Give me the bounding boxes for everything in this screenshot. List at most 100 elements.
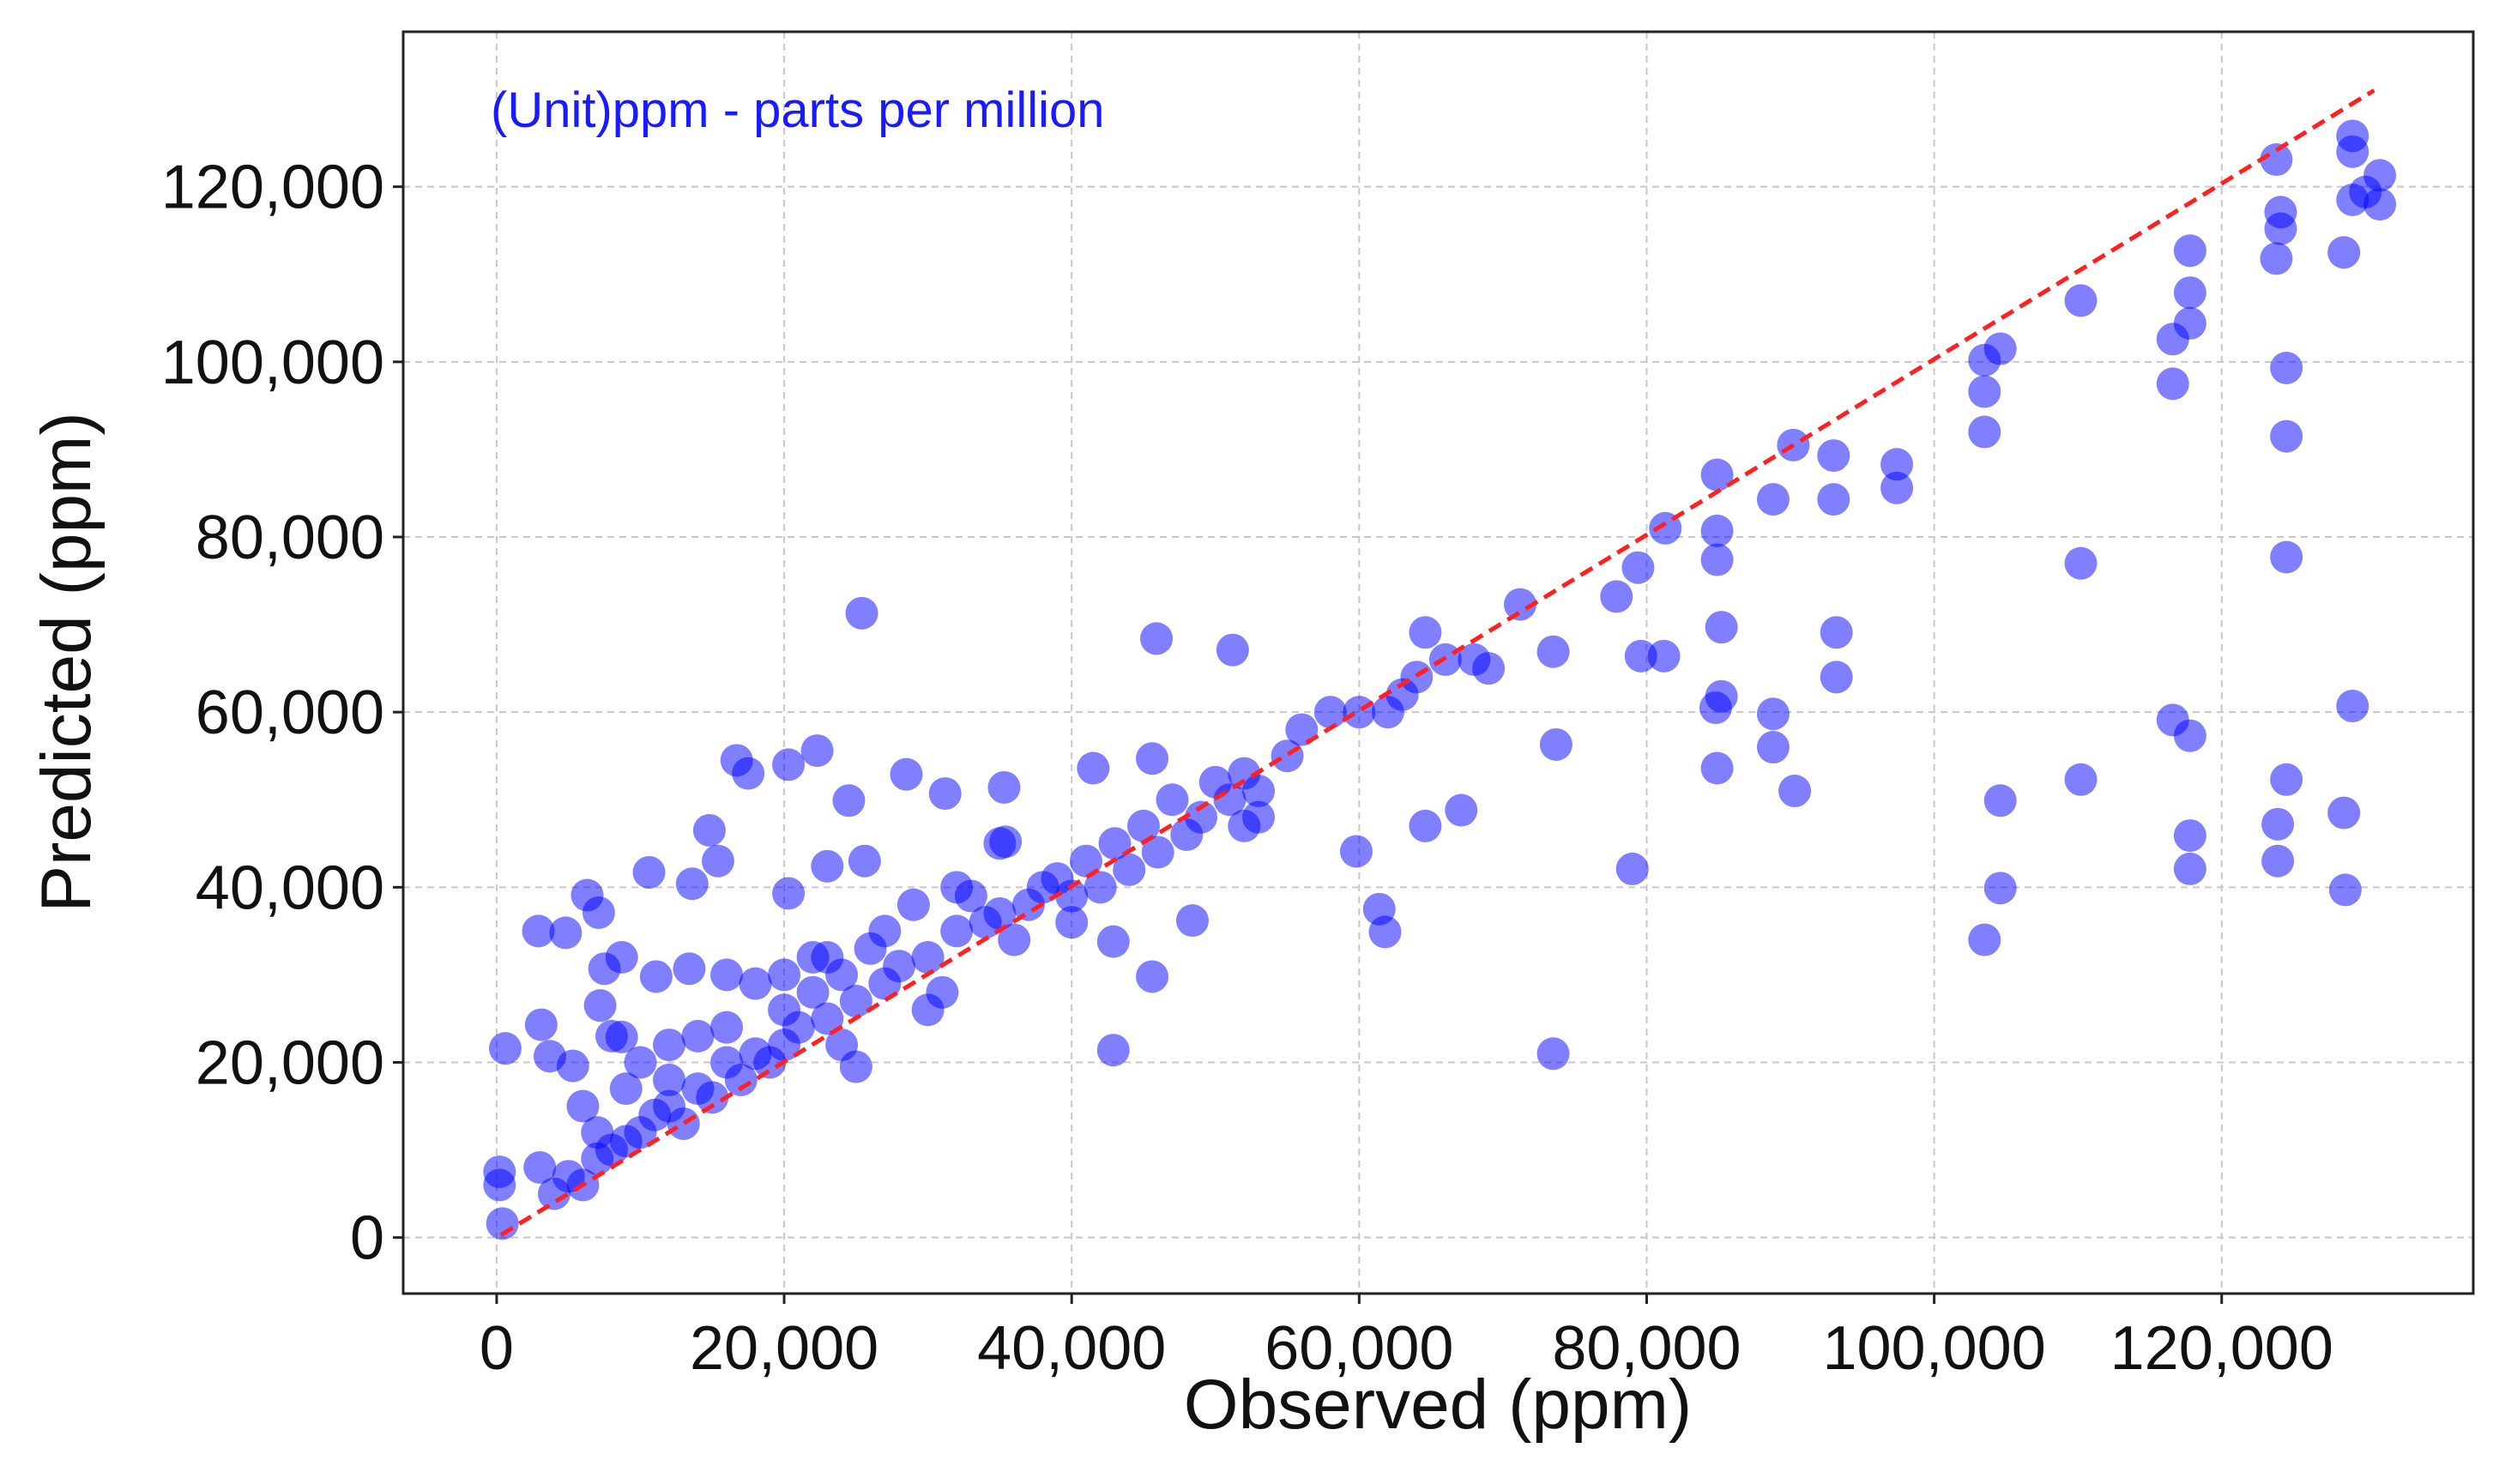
x-tick-label: 0 [480,1314,514,1383]
point [983,896,1017,930]
point [2173,234,2206,268]
point [2261,844,2295,878]
point [782,1010,815,1044]
point [605,941,638,974]
x-tick-label: 80,000 [1552,1314,1741,1383]
point [2260,242,2293,275]
point [2260,143,2293,177]
point [811,849,844,883]
point [1536,635,1570,668]
point [2270,351,2303,384]
point [1096,1034,1130,1067]
point [1213,783,1246,817]
point [928,777,962,811]
point [811,941,844,974]
point [2173,306,2206,340]
point [1343,696,1376,729]
point [1156,783,1189,817]
point [1817,483,1850,516]
point [1615,852,1649,885]
point [1136,960,1169,993]
point [1069,844,1102,878]
point [1880,448,1914,481]
x-tick-label: 40,000 [977,1314,1166,1383]
point [839,1050,872,1083]
point [2173,719,2206,752]
point [940,871,974,904]
point [2156,367,2189,401]
point [1185,800,1218,834]
point [523,1151,557,1185]
y-tick-label: 80,000 [196,504,384,572]
point [1820,661,1853,694]
point [772,748,806,781]
x-tick-label: 60,000 [1265,1314,1453,1383]
point [701,844,734,878]
point [2264,212,2297,245]
point [848,844,881,878]
point [1983,332,2017,365]
y-axis-label: Predicted (ppm) [27,412,106,912]
point [983,827,1017,860]
point [675,867,709,901]
point [1820,616,1853,649]
y-tick-label: 60,000 [196,679,384,747]
point [2327,796,2361,829]
point [1756,483,1790,516]
point [2327,236,2361,269]
y-tick-label: 40,000 [196,854,384,922]
point [1756,697,1790,731]
point [1175,904,1209,938]
point [1536,1037,1570,1071]
point [1409,616,1442,649]
annotation: (Unit)ppm - parts per million [491,82,1105,138]
point [1077,751,1110,785]
point [1409,809,1442,842]
point [2173,819,2206,853]
y-tick-label: 120,000 [161,154,384,222]
point [2261,807,2295,841]
point [2270,763,2303,796]
point [1705,611,1738,644]
point [1817,439,1850,473]
point [883,950,916,983]
point [556,1049,589,1083]
point [1756,731,1790,764]
y-tick-label: 20,000 [196,1029,384,1098]
point [2336,690,2369,723]
point [772,877,806,910]
point [1700,458,1734,492]
point [595,1019,628,1053]
point [1141,836,1174,869]
point [696,1081,729,1114]
point [2349,175,2382,208]
point [1126,809,1160,842]
point [1968,375,2001,408]
point [2270,540,2303,574]
point [1778,775,1812,808]
point [1113,853,1146,886]
point [1624,639,1657,673]
point [639,960,673,993]
point [673,952,706,986]
point [896,888,930,921]
point [549,916,582,950]
point [1216,633,1249,667]
point [1700,514,1734,547]
point [1285,713,1319,746]
point [940,914,974,948]
point [1983,784,2017,817]
point [653,1063,686,1096]
y-tick-label: 0 [350,1204,384,1273]
point [1539,727,1572,761]
point [1968,415,2001,449]
point [2270,419,2303,453]
point [624,1046,657,1079]
point [998,923,1031,956]
point [1055,906,1089,939]
point [1621,551,1655,584]
point [811,1002,844,1035]
point [911,993,945,1027]
point [1699,691,1732,725]
